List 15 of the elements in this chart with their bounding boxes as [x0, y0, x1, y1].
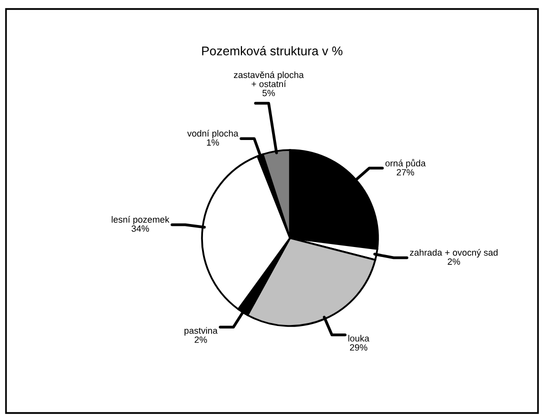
slice-label: pastvina: [184, 327, 218, 336]
data-label: 27%: [396, 169, 414, 176]
data-label: 1%: [206, 139, 219, 146]
data-label: 2%: [194, 336, 207, 343]
data-label: 34%: [132, 225, 150, 232]
data-label: 5%: [262, 90, 275, 96]
chart-title: Pozemková struktura v %: [202, 46, 342, 56]
data-label: 29%: [350, 344, 368, 351]
slice-label: louka: [348, 334, 370, 342]
slice-label: lesní pozemek: [112, 216, 170, 224]
slice-label: vodní plocha: [187, 130, 238, 138]
slice-label: zastavěná plocha + ostatní: [234, 71, 304, 88]
slice-label: orná půda: [385, 159, 426, 168]
slice-label: zahrada + ovocný sad: [410, 248, 498, 258]
data-label: 2%: [448, 258, 460, 265]
